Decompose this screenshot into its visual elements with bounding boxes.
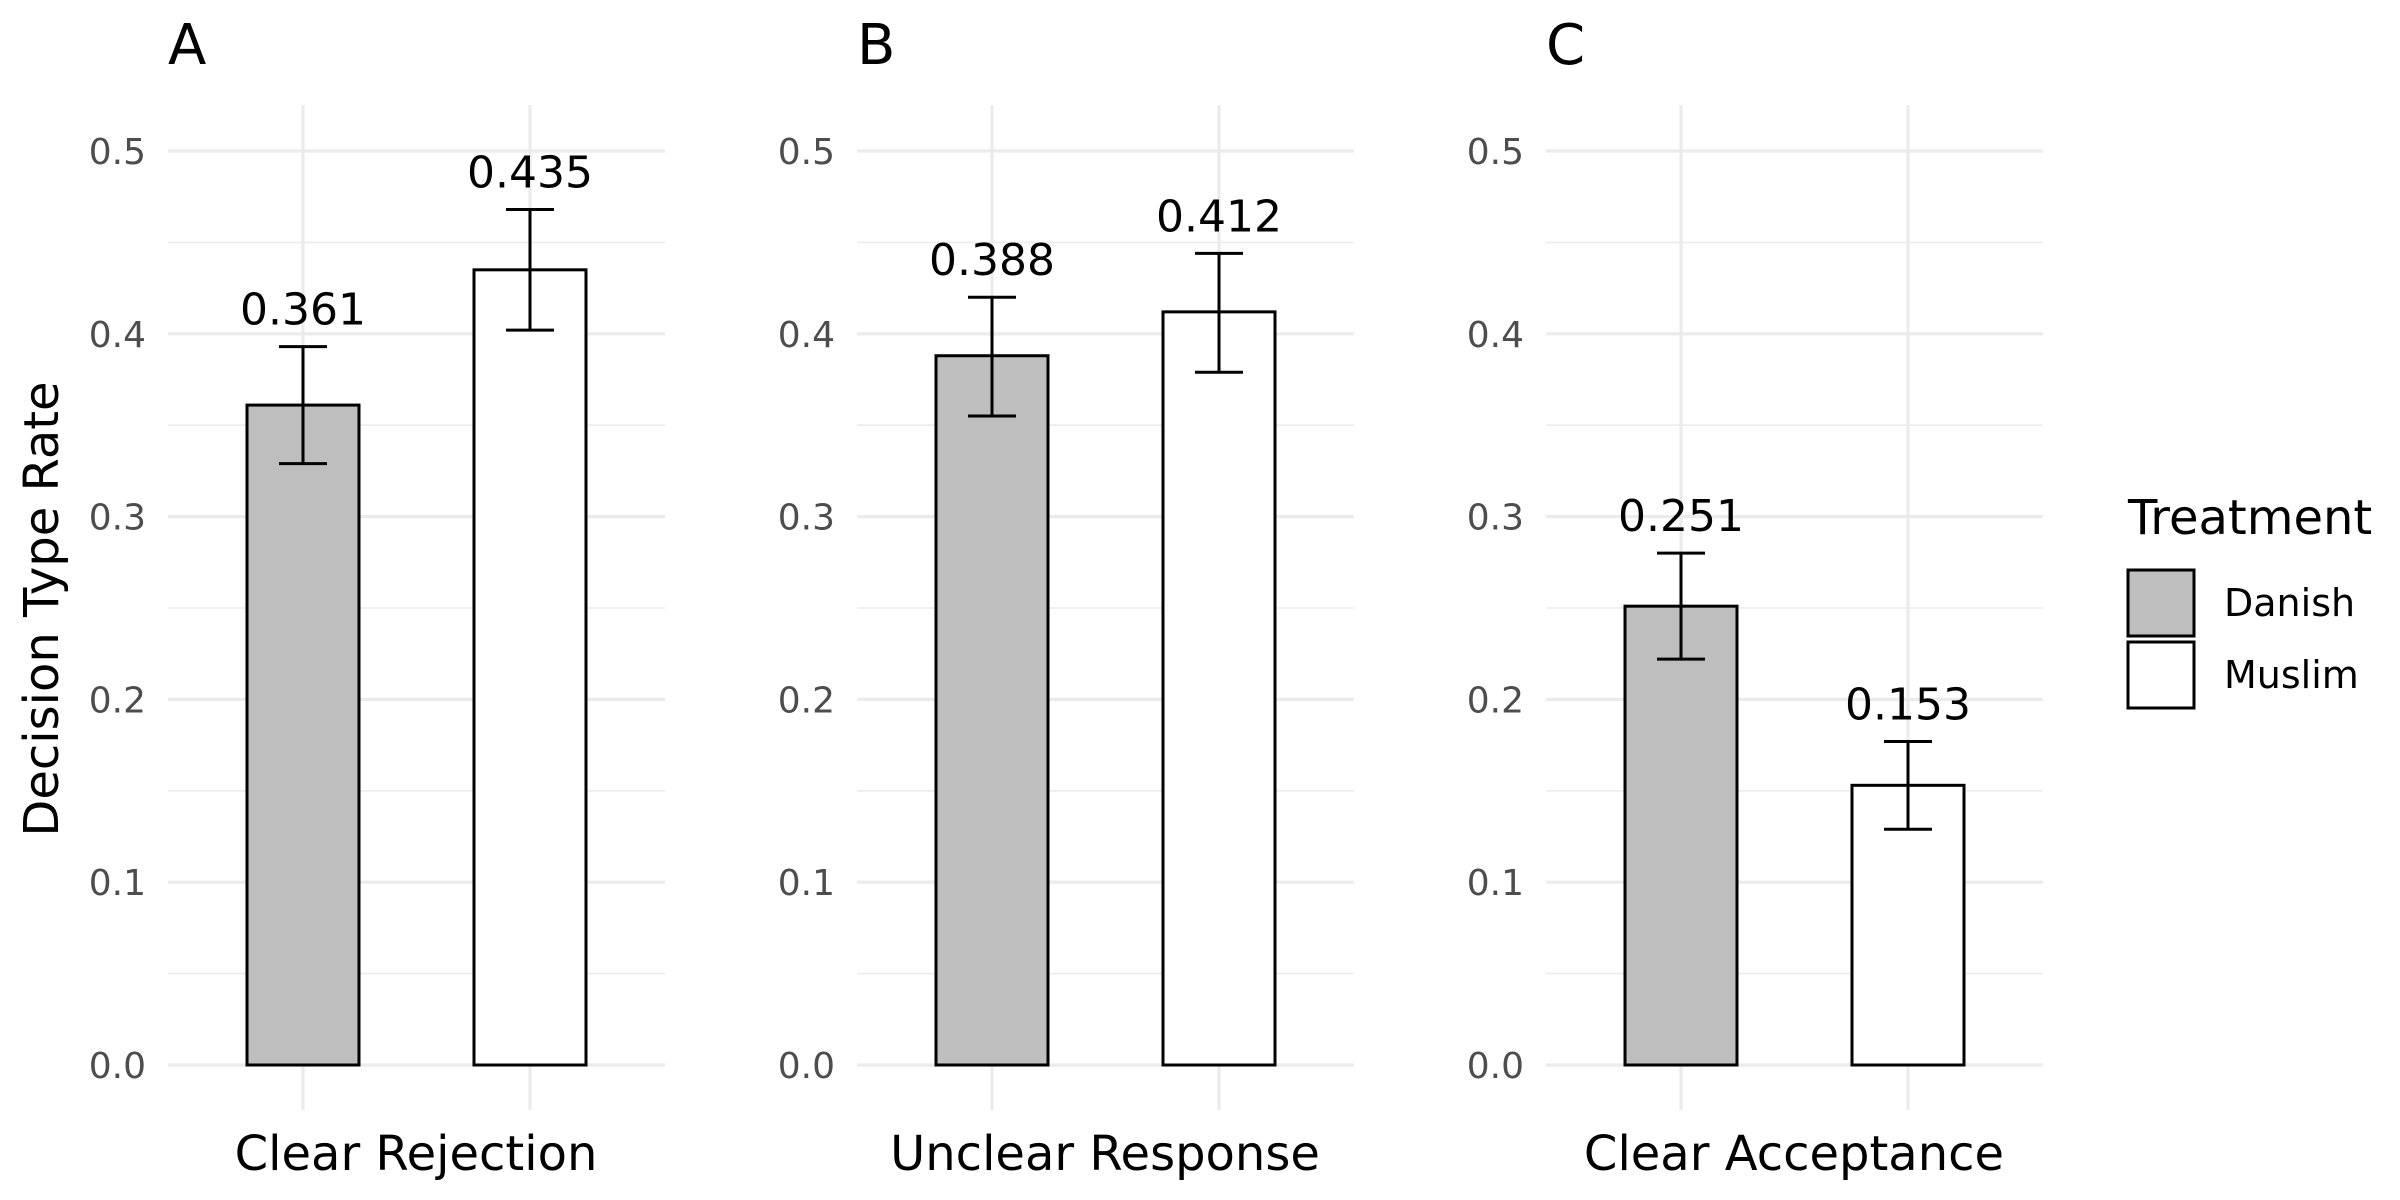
y-tick-label: 0.4 xyxy=(778,315,835,356)
y-tick-label: 0.1 xyxy=(778,863,835,904)
y-axis-title: Decision Type Rate xyxy=(14,381,70,836)
y-tick-label: 0.0 xyxy=(1467,1046,1524,1087)
y-tick-label: 0.0 xyxy=(778,1046,835,1087)
panels: 0.0 0.1 0.2 0.3 0.4 0.5 0.361 0.435 A Clear Rejec… xyxy=(89,13,2043,1182)
bar-muslim xyxy=(1161,310,1277,1067)
panel-category-label: Clear Acceptance xyxy=(1584,1126,2004,1182)
y-tick-label: 0.0 xyxy=(89,1046,146,1087)
y-tick-label: 0.5 xyxy=(778,132,835,173)
y-tick-label: 0.5 xyxy=(1467,132,1524,173)
data-label: 0.388 xyxy=(929,235,1055,286)
panel-category-label: Unclear Response xyxy=(890,1126,1320,1182)
bar-danish xyxy=(1623,604,1739,1067)
panel-b: 0.0 0.1 0.2 0.3 0.4 0.5 0.388 0.412 B Unclear Res… xyxy=(778,13,1354,1182)
y-tick-label: 0.4 xyxy=(1467,315,1524,356)
legend-key-muslim xyxy=(2126,640,2196,710)
data-label: 0.251 xyxy=(1618,491,1744,542)
panel-a: 0.0 0.1 0.2 0.3 0.4 0.5 0.361 0.435 A Clear Rejec… xyxy=(89,13,665,1182)
data-label: 0.153 xyxy=(1845,679,1971,730)
y-tick-label: 0.1 xyxy=(1467,863,1524,904)
y-tick-label: 0.1 xyxy=(89,863,146,904)
data-label: 0.361 xyxy=(240,285,366,336)
legend-title: Treatment xyxy=(2127,490,2372,546)
data-label: 0.412 xyxy=(1156,191,1282,242)
panel-letter: C xyxy=(1546,13,1585,78)
y-tick-label: 0.3 xyxy=(89,498,146,539)
data-label: 0.435 xyxy=(467,147,593,198)
y-tick-label: 0.4 xyxy=(89,315,146,356)
y-tick-label: 0.3 xyxy=(1467,498,1524,539)
bar-danish xyxy=(245,403,361,1067)
legend: Treatment Danish Muslim xyxy=(2126,490,2372,710)
panel-c: 0.0 0.1 0.2 0.3 0.4 0.5 0.251 0.153 C Clear Accep… xyxy=(1467,13,2043,1182)
legend-label: Danish xyxy=(2224,581,2355,625)
legend-key-danish xyxy=(2126,568,2196,638)
y-tick-label: 0.5 xyxy=(89,132,146,173)
y-tick-label: 0.2 xyxy=(778,680,835,721)
y-tick-label: 0.3 xyxy=(778,498,835,539)
bar-muslim xyxy=(1850,783,1966,1067)
panel-letter: B xyxy=(857,13,895,78)
y-tick-label: 0.2 xyxy=(89,680,146,721)
legend-label: Muslim xyxy=(2224,653,2359,697)
panel-category-label: Clear Rejection xyxy=(235,1126,598,1182)
bar-muslim xyxy=(472,268,588,1067)
panel-letter: A xyxy=(168,13,206,78)
bar-danish xyxy=(934,354,1050,1067)
y-tick-label: 0.2 xyxy=(1467,680,1524,721)
